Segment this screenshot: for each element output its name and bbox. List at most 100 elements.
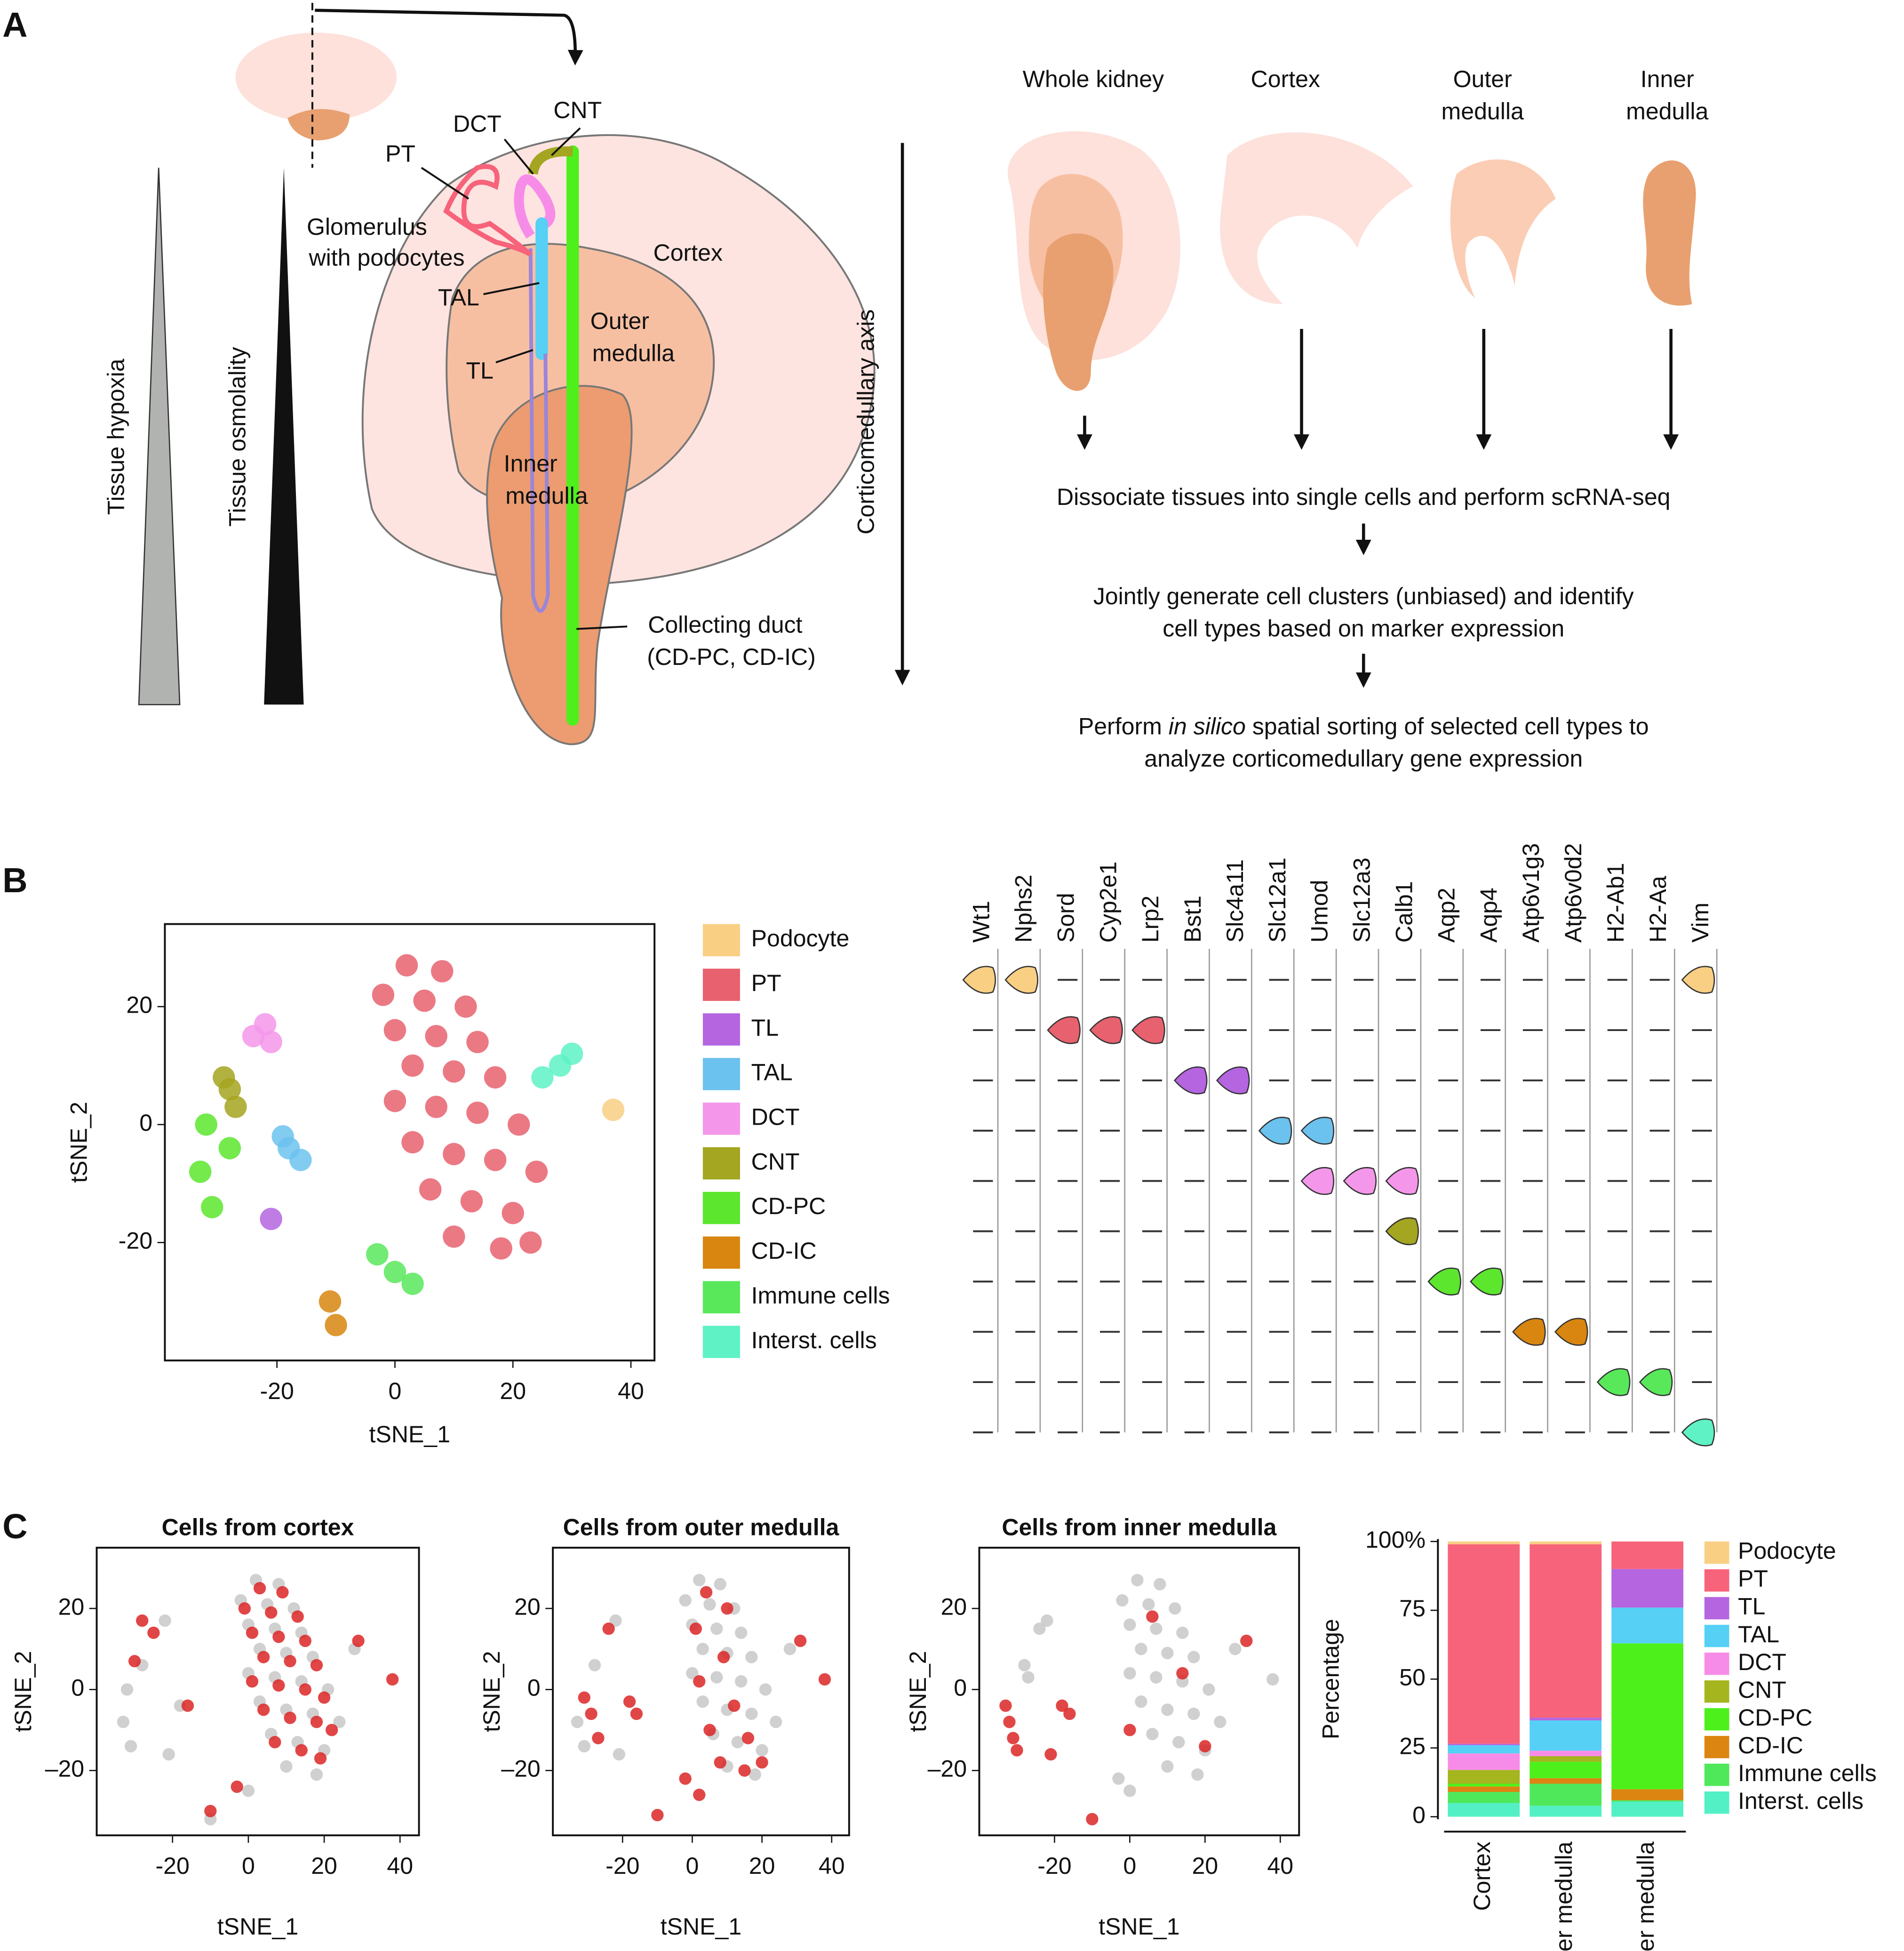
legend-swatch (1704, 1597, 1729, 1620)
point (299, 1683, 311, 1696)
x-axis-label: tSNE_1 (661, 1913, 741, 1940)
plot-frame (164, 923, 656, 1362)
panel-label: B (2, 861, 27, 900)
point (213, 1066, 235, 1089)
label: Cortex (653, 240, 723, 266)
point (1022, 1671, 1035, 1684)
point (201, 1196, 223, 1218)
cortex-sample (1220, 132, 1413, 304)
bar-segment (1530, 1778, 1602, 1784)
point (1150, 1671, 1163, 1684)
y-tick-label: –20 (928, 1756, 967, 1782)
point (260, 1207, 282, 1231)
point (696, 1695, 709, 1708)
point (443, 1143, 465, 1166)
bar-segment (1448, 1770, 1520, 1784)
point (710, 1622, 723, 1635)
point (1086, 1813, 1099, 1825)
point (1146, 1727, 1159, 1741)
point (1003, 1715, 1016, 1728)
point (703, 1598, 716, 1611)
point (128, 1655, 141, 1668)
violin (1173, 1066, 1208, 1095)
violin (1681, 1418, 1715, 1447)
step: analyze corticomedullary gene expression (1144, 745, 1583, 772)
leader (495, 349, 534, 363)
point (319, 1290, 342, 1313)
point (1161, 1703, 1174, 1716)
x-tick-label: 0 (686, 1853, 699, 1879)
legend-label: TAL (751, 1059, 793, 1086)
point (578, 1691, 590, 1704)
point (352, 1634, 365, 1647)
x-axis-label: tSNE_1 (369, 1421, 450, 1447)
y-tick-label: 0 (1412, 1802, 1426, 1828)
legend-label: PT (751, 970, 781, 996)
leader (483, 282, 540, 296)
y-tick-label: 20 (514, 1593, 541, 1620)
legend-label: CNT (1738, 1677, 1786, 1703)
legend-label: DCT (1738, 1649, 1786, 1675)
violin (1470, 1267, 1504, 1296)
gene-label: Atp6v0d2 (1560, 843, 1586, 943)
point (181, 1699, 194, 1712)
point (794, 1634, 807, 1647)
point (1135, 1643, 1147, 1655)
point (246, 1626, 259, 1639)
point (159, 1614, 171, 1627)
gene-label: Nphs2 (1010, 875, 1036, 943)
point (291, 1610, 304, 1623)
y-tick-label: -20 (119, 1228, 152, 1254)
point (310, 1768, 323, 1781)
point (443, 1225, 465, 1248)
x-tick-label: -20 (605, 1853, 639, 1879)
violin (1004, 966, 1038, 994)
label: Inner (1641, 66, 1694, 92)
bar-segment (1611, 1789, 1684, 1800)
bar-segment (1530, 1718, 1602, 1720)
bar-segment (1448, 1745, 1520, 1754)
leader (551, 127, 581, 156)
point (679, 1772, 692, 1785)
gene-label: Aqp4 (1475, 888, 1502, 943)
bar-segment (1448, 1743, 1520, 1745)
step-part: in silico (1169, 713, 1246, 740)
bar-segment (1530, 1541, 1602, 1544)
arrow (315, 8, 583, 66)
x-tick-label: Cortex (1469, 1841, 1495, 1911)
point (1056, 1699, 1068, 1712)
chart-title: Cells from outer medulla (563, 1514, 840, 1541)
point (443, 1060, 465, 1083)
point (756, 1756, 768, 1769)
point (117, 1715, 130, 1728)
point (218, 1137, 241, 1159)
bar-segment (1530, 1806, 1602, 1817)
label: CNT (553, 97, 602, 123)
label: TL (466, 357, 493, 384)
label: medulla (592, 340, 675, 367)
violin (1385, 1217, 1419, 1246)
y-tick-label: –20 (45, 1756, 85, 1782)
legend-swatch (702, 1281, 740, 1313)
gene-label: Cyp2e1 (1095, 862, 1121, 943)
pt-tubule (443, 164, 533, 257)
point (419, 1178, 442, 1201)
gene-label: H2-Ab1 (1602, 863, 1629, 943)
y-tick-label: 20 (126, 991, 152, 1018)
point (745, 1651, 758, 1663)
legend-swatch (1704, 1791, 1729, 1814)
chart-title: Cells from inner medulla (1002, 1514, 1277, 1541)
bar-segment (1448, 1541, 1520, 1544)
point (756, 1744, 768, 1757)
x-tick-label: 0 (242, 1853, 255, 1879)
gene-label: Wt1 (968, 901, 995, 943)
point (714, 1756, 726, 1769)
legend-swatch (1704, 1708, 1729, 1731)
bar-segment (1611, 1800, 1684, 1802)
violin (1639, 1368, 1673, 1396)
gene-label: H2-Aa (1645, 876, 1671, 943)
gene-label: Vim (1687, 903, 1713, 943)
point (710, 1671, 723, 1684)
mini-medulla (287, 109, 350, 141)
